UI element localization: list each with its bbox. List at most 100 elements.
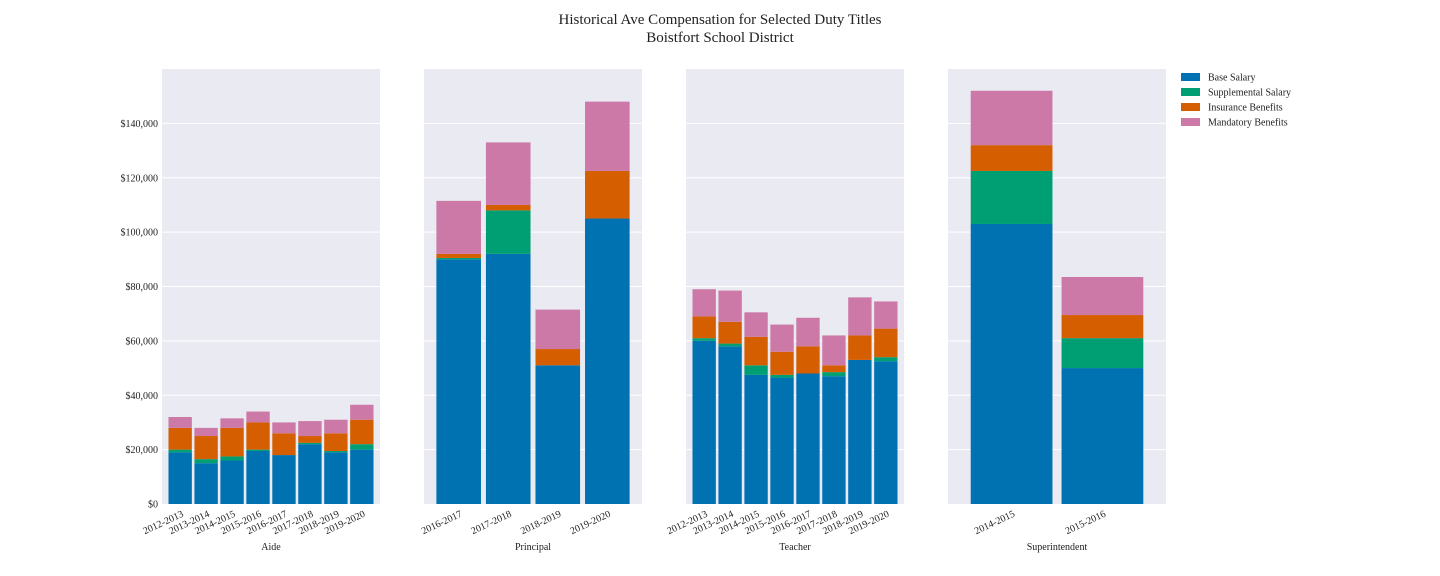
bar-segment-supplemental-salary bbox=[692, 338, 716, 341]
y-axis: $0 $20,000 $40,000 $60,000 $80,000 $100,000 $1… bbox=[121, 119, 159, 511]
bar-segment-base-salary bbox=[585, 218, 630, 504]
legend-swatch bbox=[1181, 118, 1200, 126]
bar-segment-supplemental-salary bbox=[970, 170, 1053, 224]
panel-superintendent: 2014-2015 2015-2016 Superintendent bbox=[948, 69, 1166, 553]
bar-segment-supplemental-salary bbox=[298, 442, 322, 445]
bar-segment-mandatory-benefits bbox=[350, 404, 374, 420]
bar-segment-base-salary bbox=[246, 450, 270, 504]
y-tick-label: $100,000 bbox=[121, 228, 159, 239]
bar-segment-insurance-benefits bbox=[718, 321, 742, 344]
legend-label: Mandatory Benefits bbox=[1208, 118, 1288, 129]
bar-segment-mandatory-benefits bbox=[822, 335, 846, 366]
bar-segment-mandatory-benefits bbox=[718, 290, 742, 322]
bar-segment-insurance-benefits bbox=[272, 433, 296, 456]
bar-segment-base-salary bbox=[822, 376, 846, 504]
bar-segment-mandatory-benefits bbox=[194, 427, 218, 437]
panel-teacher: 2012-20132013-20142014-20152015-20162016… bbox=[666, 69, 904, 553]
bar-segment-supplemental-salary bbox=[822, 372, 846, 377]
bar-segment-mandatory-benefits bbox=[220, 418, 244, 428]
bar-segment-insurance-benefits bbox=[194, 436, 218, 460]
bar-segment-insurance-benefits bbox=[485, 204, 531, 211]
bar-segment-base-salary bbox=[272, 455, 296, 504]
bar-segment-mandatory-benefits bbox=[692, 289, 716, 317]
bar-segment-base-salary bbox=[220, 460, 244, 504]
bar-segment-mandatory-benefits bbox=[485, 142, 531, 205]
bar-segment-mandatory-benefits bbox=[585, 101, 630, 171]
bar-segment-supplemental-salary bbox=[324, 450, 348, 453]
bar-segment-insurance-benefits bbox=[744, 336, 768, 366]
bar-segment-base-salary bbox=[485, 253, 531, 504]
bar-segment-base-salary bbox=[796, 373, 820, 504]
bar-segment-insurance-benefits bbox=[796, 346, 820, 374]
bar-segment-supplemental-salary bbox=[770, 374, 794, 378]
bar-segment-supplemental-salary bbox=[168, 449, 192, 453]
chart-subtitle: Boistfort School District bbox=[646, 30, 794, 46]
bar-segment-insurance-benefits bbox=[220, 427, 244, 457]
x-tick-label: 2018-2019 bbox=[519, 509, 563, 537]
bar-segment-insurance-benefits bbox=[848, 335, 872, 360]
bar-segment-mandatory-benefits bbox=[168, 417, 192, 428]
bar-segment-base-salary bbox=[874, 361, 898, 504]
bar-segment-mandatory-benefits bbox=[970, 90, 1053, 146]
legend-label: Insurance Benefits bbox=[1208, 103, 1283, 114]
y-tick-label: $40,000 bbox=[126, 391, 159, 402]
bar-segment-insurance-benefits bbox=[324, 433, 348, 451]
bar-segment-mandatory-benefits bbox=[874, 301, 898, 329]
bar-segment-supplemental-salary bbox=[1061, 338, 1144, 369]
bar-segment-base-salary bbox=[1061, 368, 1144, 504]
bar-segment-supplemental-salary bbox=[220, 456, 244, 461]
bar-segment-base-salary bbox=[350, 449, 374, 504]
x-tick-label: 2017-2018 bbox=[470, 509, 514, 537]
panel-principal: 2016-2017 2017-2018 2018-2019 2019-2020 Prin… bbox=[420, 69, 642, 553]
bar-segment-insurance-benefits bbox=[1061, 315, 1144, 339]
bar-segment-supplemental-salary bbox=[350, 444, 374, 450]
y-tick-label: $140,000 bbox=[121, 119, 159, 130]
bar-segment-insurance-benefits bbox=[168, 427, 192, 450]
bar-segment-supplemental-salary bbox=[874, 357, 898, 362]
bar-segment-insurance-benefits bbox=[535, 349, 581, 366]
bar-segment-base-salary bbox=[970, 223, 1053, 504]
bar-segment-insurance-benefits bbox=[246, 422, 270, 450]
bar-segment-base-salary bbox=[744, 374, 768, 504]
bar-segment-mandatory-benefits bbox=[848, 297, 872, 336]
legend: Base Salary Supplemental Salary Insurance … bbox=[1181, 73, 1291, 129]
bar-segment-supplemental-salary bbox=[436, 257, 481, 260]
bar-segment-base-salary bbox=[168, 452, 192, 504]
y-tick-label: $80,000 bbox=[126, 282, 159, 293]
x-tick-label: 2015-2016 bbox=[1064, 509, 1108, 537]
bar-segment-mandatory-benefits bbox=[1061, 276, 1144, 316]
bar-segment-insurance-benefits bbox=[692, 316, 716, 339]
bar-segment-insurance-benefits bbox=[874, 328, 898, 358]
x-tick-label: 2019-2020 bbox=[569, 509, 613, 537]
bar-segment-insurance-benefits bbox=[436, 253, 481, 258]
bar-segment-mandatory-benefits bbox=[796, 317, 820, 347]
bar-segment-base-salary bbox=[298, 444, 322, 504]
x-tick-label: 2014-2015 bbox=[973, 509, 1017, 537]
bar-segment-supplemental-salary bbox=[485, 210, 531, 254]
y-tick-label: $120,000 bbox=[121, 173, 159, 184]
bar-segment-base-salary bbox=[692, 340, 716, 504]
legend-swatch bbox=[1181, 103, 1200, 111]
bar-segment-insurance-benefits bbox=[350, 419, 374, 445]
panel-label: Aide bbox=[261, 542, 281, 553]
y-tick-label: $60,000 bbox=[126, 336, 159, 347]
bar-segment-insurance-benefits bbox=[770, 351, 794, 375]
x-tick-label: 2016-2017 bbox=[420, 509, 464, 537]
bar-segment-mandatory-benefits bbox=[272, 422, 296, 434]
bar-segment-base-salary bbox=[718, 346, 742, 504]
bar-segment-mandatory-benefits bbox=[535, 309, 581, 350]
panel-label: Principal bbox=[515, 542, 551, 553]
bar-segment-mandatory-benefits bbox=[298, 421, 322, 437]
bar-segment-base-salary bbox=[770, 377, 794, 504]
bar-segment-base-salary bbox=[848, 359, 872, 504]
panel-label: Teacher bbox=[779, 542, 811, 553]
y-tick-label: $0 bbox=[148, 500, 158, 511]
bar-segment-base-salary bbox=[436, 259, 481, 504]
bar-segment-base-salary bbox=[535, 365, 581, 504]
bar-segment-supplemental-salary bbox=[718, 343, 742, 347]
bar-segment-mandatory-benefits bbox=[324, 419, 348, 434]
panel-aide: 2012-20132013-20142014-20152015-20162016… bbox=[142, 69, 380, 553]
bar-segment-mandatory-benefits bbox=[770, 324, 794, 352]
bar-segment-supplemental-salary bbox=[744, 365, 768, 375]
